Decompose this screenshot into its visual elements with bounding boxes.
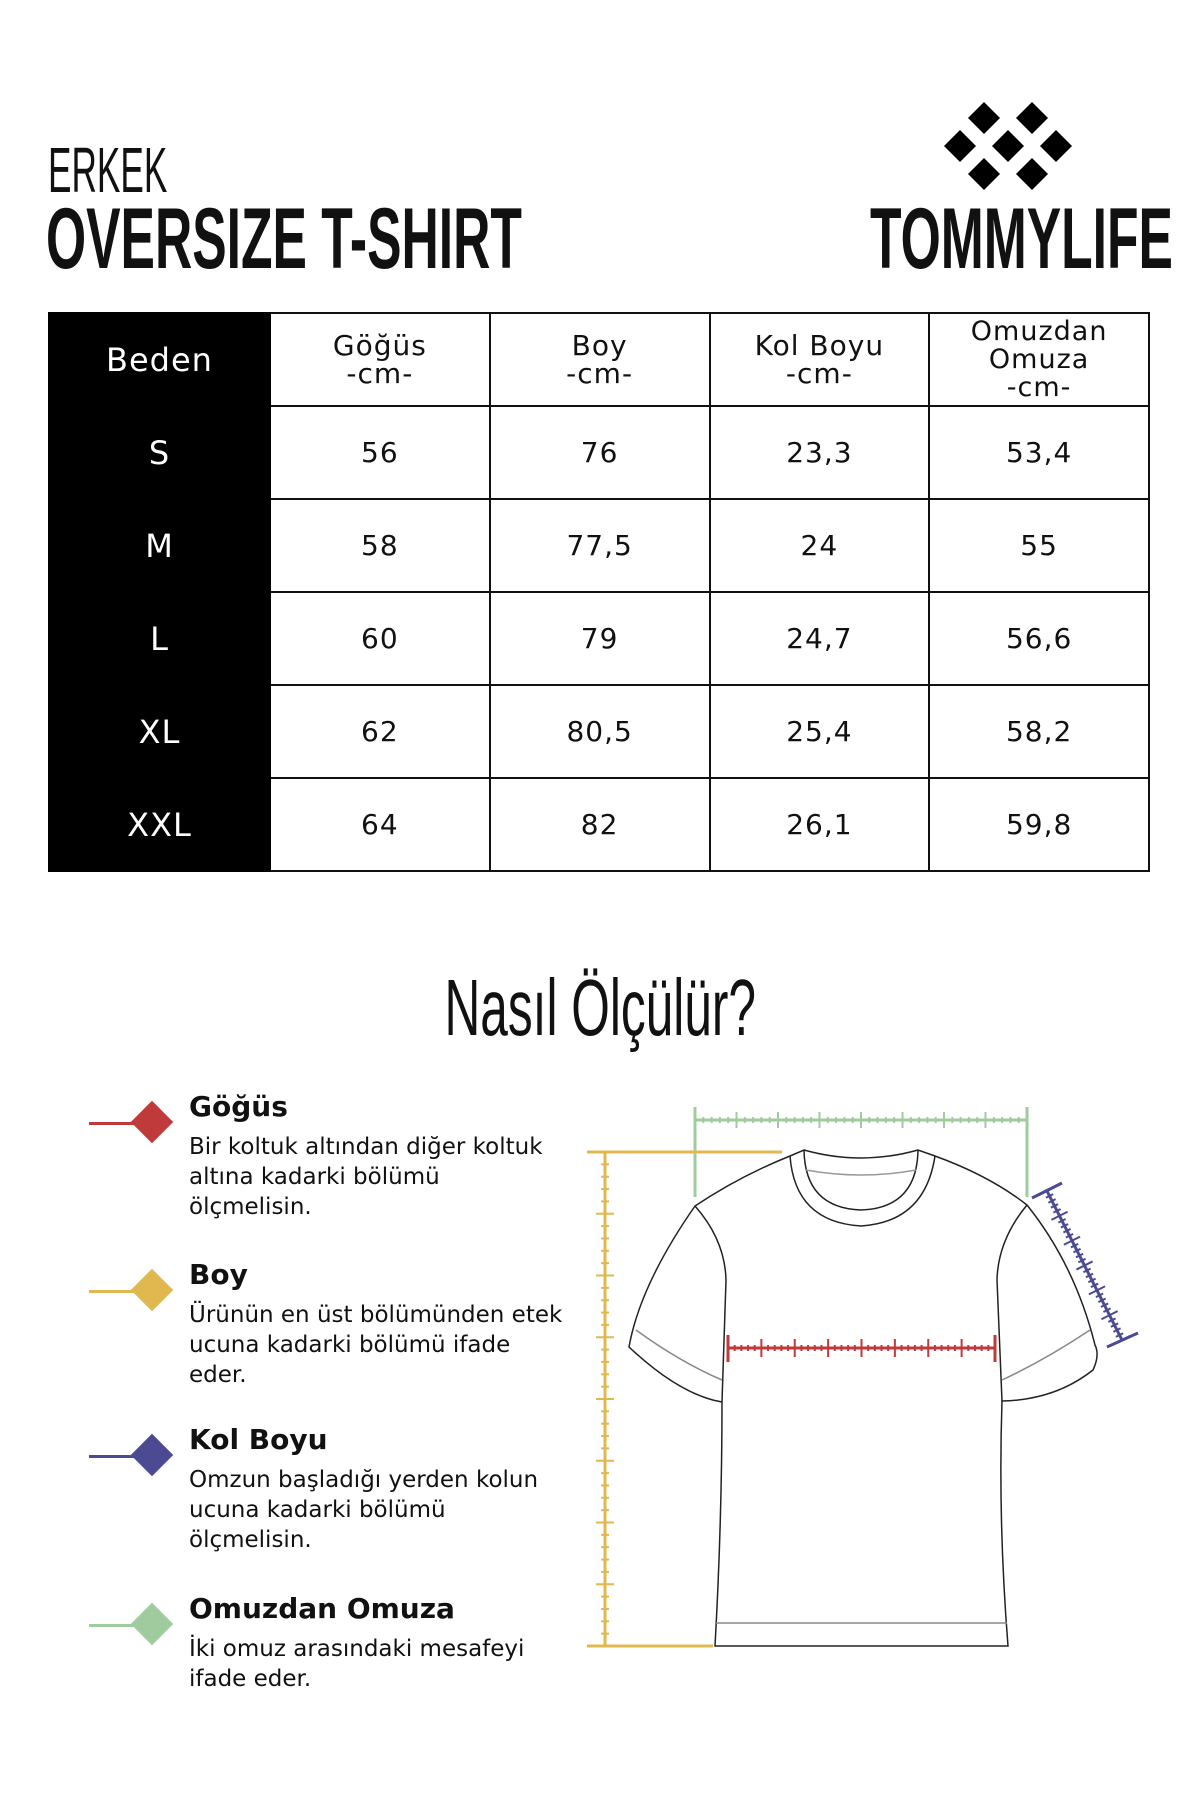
category-label: ERKEK [48,134,168,206]
legend-title: Göğüs [189,1090,288,1123]
size-cell: S [48,405,271,500]
size-cell: L [48,591,271,686]
ruler-tick [1085,1272,1094,1279]
value-cell: 60 [269,591,491,686]
value-cell: 55 [928,498,1150,593]
ruler-tick [1072,1247,1082,1254]
value-cell: 59,8 [928,777,1150,872]
diamond-icon [130,1602,174,1646]
legend-title: Kol Boyu [189,1423,328,1456]
table-row: S 56 76 23,3 53,4 [48,405,1150,500]
ruler-tick [1107,1317,1117,1323]
value-cell: 77,5 [488,498,711,593]
value-cell: 56 [269,405,491,500]
ruler-tick [1102,1307,1112,1313]
ruler-tick [1088,1285,1106,1296]
ruler-tick [1045,1193,1054,1199]
value-cell: 62 [269,684,491,779]
ruler-tick [1050,1210,1069,1221]
ruler-tick [1090,1282,1099,1289]
ruler-tick [1050,1203,1059,1209]
ruler-tick [1097,1297,1107,1303]
ruler-tick [1065,1233,1074,1239]
ruler-tick [1100,1302,1109,1308]
product-title: OVERSIZE T-SHIRT [46,191,522,287]
diamond-icon [130,1268,174,1312]
header-size: Beden [48,312,271,407]
table-row: XL 62 80,5 25,4 58,2 [48,684,1150,779]
ruler-tick [1100,1310,1119,1321]
ruler-tick [1087,1277,1097,1284]
legend-line [89,1624,149,1627]
ruler-tick [1112,1327,1122,1333]
ruler-tick [1047,1198,1057,1204]
size-cell: XL [48,684,271,779]
legend-description: Omzun başladığı yerden kolun ucuna kadar… [189,1467,539,1553]
value-cell: 58,2 [928,684,1150,779]
brand-logo-icon [944,102,1072,190]
ruler-tick [1075,1252,1084,1259]
size-cell: XXL [48,777,271,872]
ruler-tick [1075,1260,1094,1271]
legend-description: Ürünün en üst bölümünden etek ucuna kada… [189,1302,563,1388]
value-cell: 26,1 [708,777,931,872]
value-cell: 24 [708,498,931,593]
legend-description: Bir koltuk altından diğer koltuk altına … [189,1134,543,1220]
value-cell: 79 [488,591,711,686]
header-chest: Göğüs -cm- [269,312,491,407]
header-length: Boy -cm- [488,312,711,407]
diamond-icon [130,1433,174,1477]
brand-name: TOMMYLIFE [870,191,1173,287]
value-cell: 53,4 [928,405,1150,500]
table-row: M 58 77,5 24 55 [48,498,1150,593]
ruler-tick [1070,1242,1079,1249]
size-table: Beden Göğüs -cm- Boy -cm- Kol Boyu -cm- Omu… [48,312,1150,872]
value-cell: 58 [269,498,491,593]
header-shoulder: Omuzdan Omuza -cm- [928,312,1150,407]
value-cell: 25,4 [708,684,931,779]
ruler-tick [1063,1235,1081,1246]
guide-title: Nasıl Ölçülür? [444,963,756,1052]
header-sleeve: Kol Boyu -cm- [708,312,931,407]
ruler-tick [1077,1257,1087,1264]
ruler-tick [1082,1267,1092,1274]
ruler-tick [1110,1322,1119,1328]
length-measure-line [587,1150,782,1648]
chest-measure-line [726,1335,997,1362]
legend-title: Omuzdan Omuza [189,1592,455,1625]
shoulder-measure-line [693,1107,1029,1197]
legend-line [89,1122,149,1125]
table-row: L 60 79 24,7 56,6 [48,591,1150,686]
value-cell: 82 [488,777,711,872]
ruler-tick [1057,1218,1067,1224]
value-cell: 56,6 [928,591,1150,686]
legend-line [89,1290,149,1293]
ruler-tick [1062,1228,1072,1234]
ruler-tick [1115,1332,1124,1338]
ruler-tick [1095,1292,1104,1298]
legend-title: Boy [189,1258,248,1291]
table-header-row: Beden Göğüs -cm- Boy -cm- Kol Boyu -cm- Omu… [48,312,1150,407]
sleeve-measure-line [1031,1181,1139,1349]
size-cell: M [48,498,271,593]
ruler-tick [1060,1223,1069,1229]
value-cell: 24,7 [708,591,931,686]
table-row: XXL 64 82 26,1 59,8 [48,777,1150,872]
ruler-tick [1113,1335,1131,1345]
value-cell: 23,3 [708,405,931,500]
legend-description: İki omuz arasındaki mesafeyi ifade eder. [189,1636,525,1692]
value-cell: 76 [488,405,711,500]
ruler-tick [1038,1186,1056,1196]
ruler-tick [1052,1208,1062,1214]
diamond-icon [130,1100,174,1144]
tshirt-outline [628,1149,1098,1647]
legend-line [89,1455,149,1458]
value-cell: 64 [269,777,491,872]
value-cell: 80,5 [488,684,711,779]
